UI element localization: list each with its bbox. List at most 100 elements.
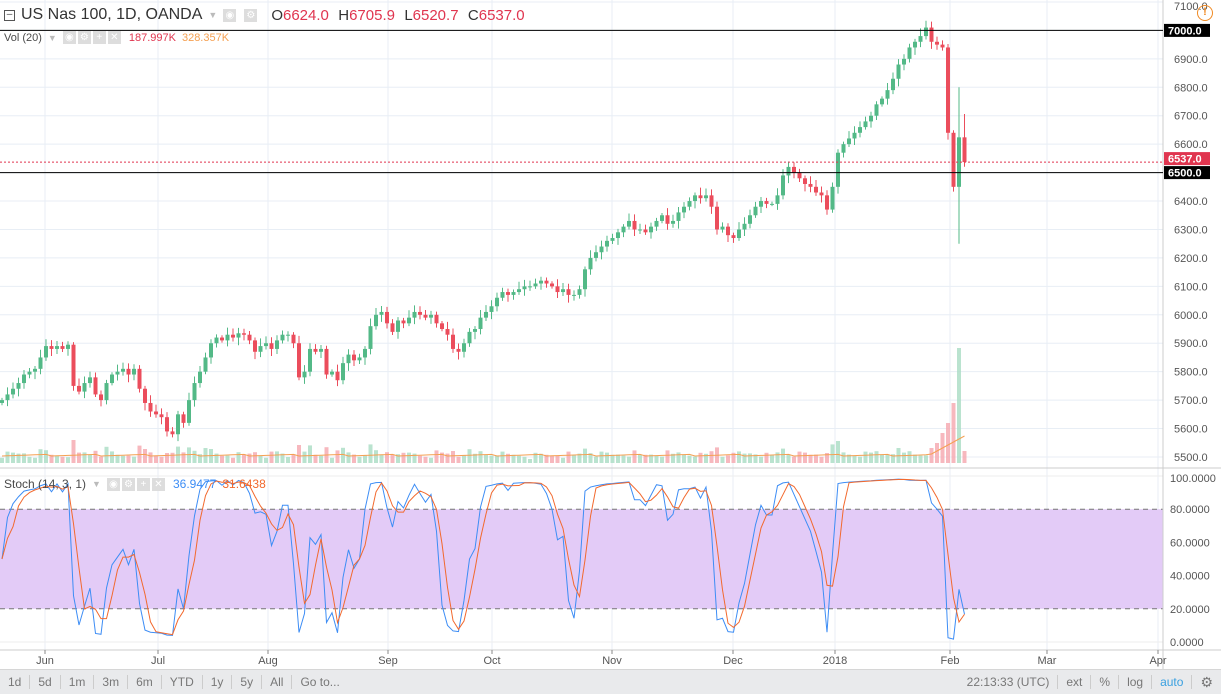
gear-icon[interactable]: ⚙	[77, 31, 91, 44]
candle-body	[44, 346, 48, 358]
time-tick-label: Aug	[258, 655, 278, 667]
range-6m[interactable]: 6m	[128, 675, 162, 689]
volume-bar	[214, 453, 219, 463]
candle-body	[126, 368, 131, 375]
candle-body	[649, 226, 653, 233]
volume-bar	[770, 455, 774, 463]
volume-value: 187.997K	[128, 31, 176, 44]
candle-body	[60, 346, 65, 349]
plus-icon[interactable]: +	[136, 478, 150, 491]
volume-bar	[385, 452, 389, 463]
range-1y[interactable]: 1y	[203, 675, 233, 689]
volume-bar	[808, 454, 813, 463]
range-1d[interactable]: 1d	[0, 675, 31, 689]
settings-gear-icon[interactable]: ⚙	[1200, 674, 1213, 690]
candle-body	[737, 229, 741, 239]
volume-bar	[781, 448, 785, 463]
range-5d[interactable]: 5d	[30, 675, 61, 689]
close-icon[interactable]: ✕	[151, 478, 165, 491]
candle-body	[0, 400, 4, 403]
range-all[interactable]: All	[262, 675, 293, 689]
volume-bar	[27, 456, 32, 463]
eye-icon[interactable]: ◉	[223, 8, 237, 22]
candle-body	[55, 346, 59, 349]
volume-bar	[929, 448, 934, 463]
candle-body	[407, 317, 411, 324]
volume-bar	[709, 451, 714, 463]
candle-body	[451, 334, 455, 349]
gear-icon[interactable]: ⚙	[244, 8, 258, 22]
volume-bar	[456, 456, 461, 463]
plus-icon[interactable]: +	[92, 31, 106, 44]
volume-bar	[561, 457, 565, 463]
volume-bar	[308, 445, 312, 463]
volume-bar	[440, 452, 444, 463]
volume-bar	[159, 456, 164, 463]
candle-body	[176, 414, 180, 435]
volume-bar	[830, 444, 835, 463]
stoch-title[interactable]: Stoch (14, 3, 1)	[4, 476, 87, 491]
candle-body	[951, 132, 956, 187]
volume-bar	[352, 454, 356, 463]
auto-toggle[interactable]: auto	[1152, 675, 1193, 689]
eye-icon[interactable]: ◉	[106, 478, 120, 491]
volume-bar	[737, 451, 741, 463]
candle-body	[665, 215, 670, 224]
volume-bar	[825, 453, 829, 463]
price-tag-label: 6537.0	[1168, 154, 1202, 166]
candle-body	[165, 417, 169, 432]
candle-body	[929, 27, 934, 42]
volume-bar	[198, 454, 202, 463]
volume-bar	[44, 450, 48, 463]
stoch-tick-label: 0.0000	[1170, 637, 1204, 649]
volume-bar	[302, 451, 307, 463]
volume-bar	[165, 453, 169, 463]
close-label: C	[467, 6, 479, 24]
percent-toggle[interactable]: %	[1091, 675, 1120, 689]
volume-bar	[434, 450, 439, 463]
eye-icon[interactable]: ◉	[62, 31, 76, 44]
volume-bar	[33, 457, 37, 463]
chevron-down-icon[interactable]: ▼	[92, 478, 101, 489]
volume-bar	[594, 456, 598, 463]
candle-body	[907, 47, 912, 59]
range-5y[interactable]: 5y	[232, 675, 263, 689]
alert-icon[interactable]: !	[1197, 5, 1213, 21]
candle-body	[396, 320, 400, 332]
volume-bar	[77, 452, 81, 463]
candle-body	[104, 383, 109, 401]
gear-icon[interactable]: ⚙	[121, 478, 135, 491]
chevron-down-icon[interactable]: ▼	[208, 10, 218, 20]
volume-bar	[775, 452, 780, 463]
candle-body	[770, 203, 774, 205]
stoch-tick-label: 60.0000	[1170, 537, 1210, 549]
volume-title[interactable]: Vol (20)	[4, 31, 42, 44]
volume-bar	[407, 452, 411, 463]
time-tick-label: 2018	[823, 655, 847, 667]
price-tick-label: 5500.0	[1174, 452, 1208, 464]
log-toggle[interactable]: log	[1119, 675, 1153, 689]
candle-body	[22, 374, 26, 384]
candle-body	[71, 344, 76, 386]
chart-canvas[interactable]: 7100.06900.06800.06700.06600.06400.06300…	[0, 0, 1221, 669]
volume-bar	[506, 453, 510, 463]
range-1m[interactable]: 1m	[61, 675, 95, 689]
range-3m[interactable]: 3m	[94, 675, 129, 689]
candle-body	[5, 394, 10, 401]
candle-body	[132, 368, 136, 375]
goto-button[interactable]: Go to...	[300, 675, 340, 689]
candle-body	[440, 323, 444, 330]
candle-body	[957, 137, 961, 187]
close-icon[interactable]: ✕	[107, 31, 121, 44]
volume-bar	[500, 451, 505, 463]
ext-toggle[interactable]: ext	[1058, 675, 1092, 689]
volume-bar	[88, 454, 92, 463]
collapse-icon[interactable]: –	[4, 9, 15, 21]
symbol-title[interactable]: US Nas 100, 1D, OANDA	[21, 6, 203, 23]
range-ytd[interactable]: YTD	[162, 675, 203, 689]
volume-bar	[814, 454, 818, 463]
chevron-down-icon[interactable]: ▼	[47, 32, 57, 43]
candle-body	[748, 215, 752, 224]
candle-body	[467, 331, 472, 344]
volume-bar	[803, 452, 807, 463]
